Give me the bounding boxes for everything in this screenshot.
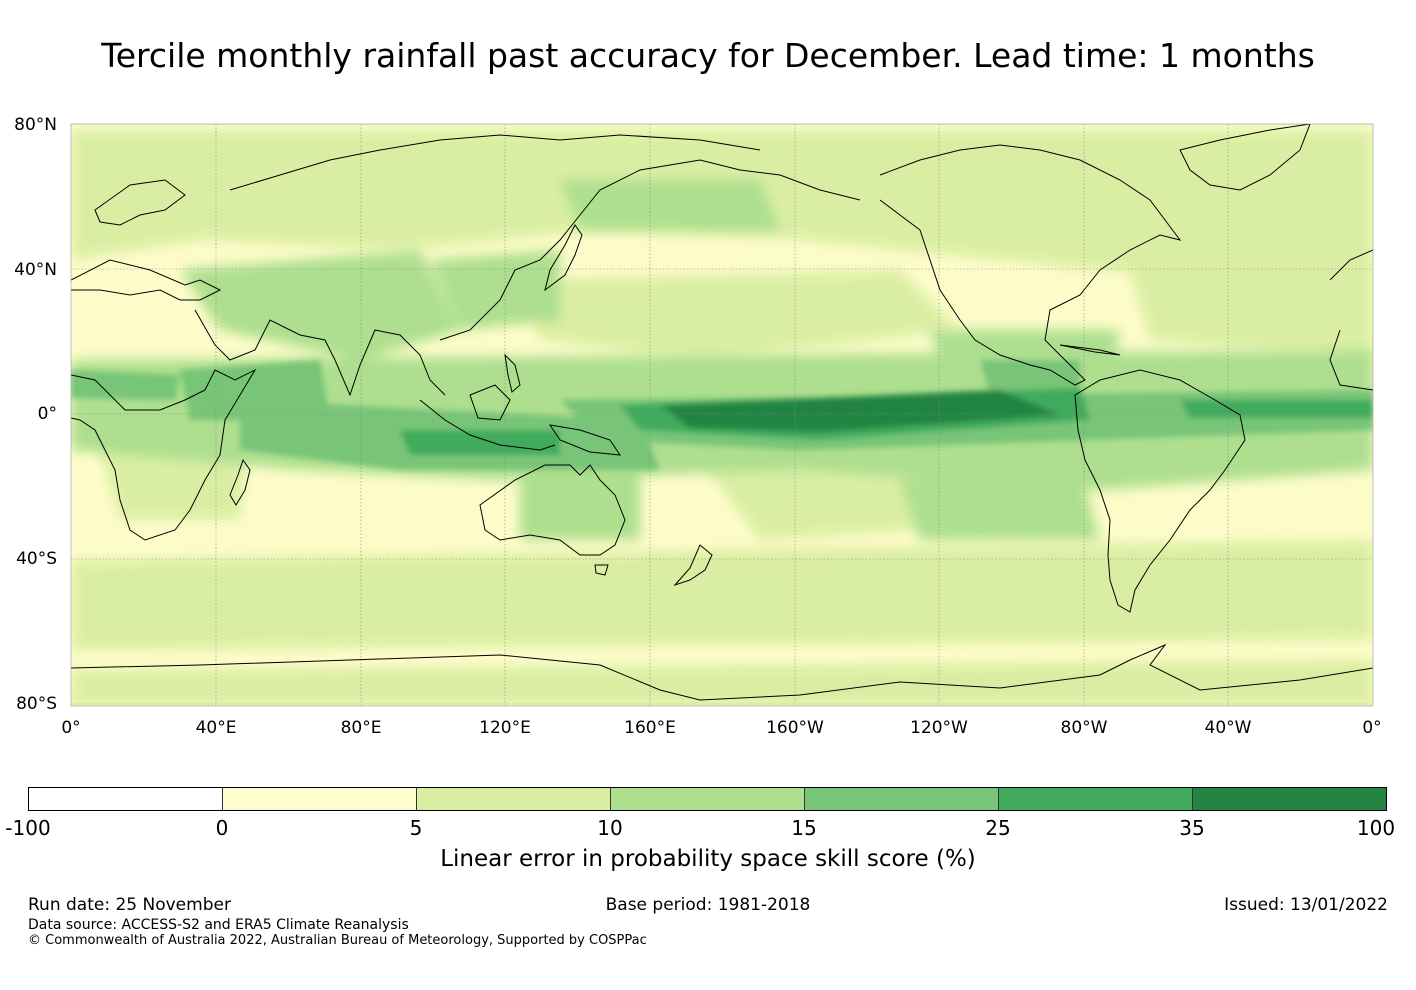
coastline-greenland [1179, 124, 1311, 191]
colorbar-tick: 35 [1179, 816, 1205, 840]
coastline-antarctica [71, 643, 1373, 701]
colorbar-label: Linear error in probability space skill … [440, 846, 976, 872]
skill-patch-east-asia [430, 250, 560, 330]
copyright-notice: © Commonwealth of Australia 2022, Austra… [28, 933, 647, 948]
lon-label-120e: 120°E [479, 718, 531, 738]
coastline-siberia [229, 134, 761, 191]
lat-label-40n: 40°N [14, 260, 57, 280]
skill-patch-antarctic [71, 660, 1373, 706]
coastline-japan [544, 224, 583, 292]
skill-patch-indian-ocean [180, 360, 330, 420]
skill-patch-north-pacific-mid [560, 180, 780, 230]
colorbar-tick: 15 [791, 816, 817, 840]
coastline-sumatra-java [419, 399, 556, 451]
lat-label-equator: 0° [37, 404, 57, 424]
colorbar-segment [805, 788, 999, 810]
coastline-africa [71, 368, 257, 541]
coastline-borneo [469, 384, 511, 421]
coastline-west-europe [1329, 249, 1373, 281]
issued-date: Issued: 13/01/2022 [1224, 895, 1388, 915]
base-period: Base period: 1981-2018 [605, 895, 811, 915]
lat-label-80s: 80°S [16, 694, 57, 714]
coastline-scandinavia [94, 179, 186, 226]
colorbar-segment [611, 788, 805, 810]
skill-patch-australia [520, 470, 640, 540]
chart-title: Tercile monthly rainfall past accuracy f… [101, 36, 1315, 75]
coastline-south-america [1074, 369, 1246, 613]
colorbar-segment [417, 788, 611, 810]
coastline-australia [479, 464, 626, 556]
skill-patch-southeast-pacific [900, 470, 1100, 540]
lat-label-80n: 80°N [14, 115, 57, 135]
data-source: Data source: ACCESS-S2 and ERA5 Climate … [28, 917, 409, 933]
colorbar-tick: 5 [409, 816, 423, 840]
coastline-madagascar [229, 458, 251, 506]
coastline-north-america [879, 144, 1182, 386]
colorbar-tick: 10 [597, 816, 623, 840]
coastline-new-guinea [548, 424, 622, 456]
skill-patch-central-america [980, 360, 1080, 395]
colorbar-tick: 100 [1356, 816, 1396, 840]
colorbar-segment [223, 788, 417, 810]
skill-patch-west-africa [71, 370, 180, 400]
lat-label-40s: 40°S [16, 549, 57, 569]
skill-patch-maritime-core [400, 430, 560, 455]
coastline-iberia-nafrica [1329, 329, 1373, 391]
lon-label-160e: 160°E [624, 718, 676, 738]
skill-patch-north-pacific [520, 270, 960, 360]
colorbar-tick: -100 [5, 816, 51, 840]
coastline-philippines [504, 353, 521, 393]
coastline-new-zealand [673, 544, 713, 587]
skill-patch-pacific-core [660, 390, 1060, 432]
coastline-cuba [1059, 344, 1121, 356]
skill-patch-atlantic-equator [1180, 400, 1373, 418]
colorbar-segment [29, 788, 223, 810]
run-date: Run date: 25 November [28, 895, 231, 915]
coastlines [71, 124, 1373, 701]
colorbar [28, 787, 1387, 811]
colorbar-segment [1193, 788, 1386, 810]
lon-label-80w: 80°W [1060, 718, 1108, 738]
lon-label-40w: 40°W [1204, 718, 1252, 738]
lon-label-40e: 40°E [195, 718, 237, 738]
lon-label-160w: 160°W [766, 718, 824, 738]
coastline-east-asia [439, 159, 861, 341]
lon-label-120w: 120°W [910, 718, 968, 738]
lon-label-80e: 80°E [340, 718, 382, 738]
skill-patch-south-band [71, 540, 1373, 650]
colorbar-tick: 25 [985, 816, 1011, 840]
coastline-arabia-india [194, 309, 446, 397]
lon-label-0-left: 0° [61, 718, 81, 738]
skill-patch-atlantic [1120, 230, 1373, 360]
coastline-tasmania [594, 564, 609, 576]
coastline-europe [71, 259, 222, 301]
colorbar-segment [999, 788, 1193, 810]
lon-label-0-right: 0° [1362, 718, 1382, 738]
colorbar-tick: 0 [215, 816, 229, 840]
gridlines [71, 124, 1373, 706]
